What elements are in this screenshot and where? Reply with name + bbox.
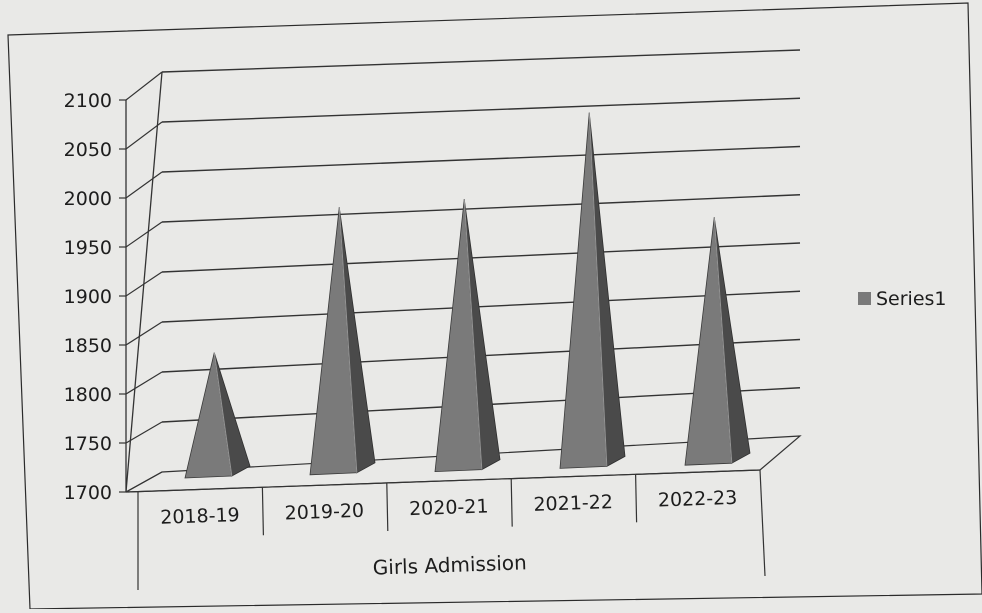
legend: Series1: [858, 288, 947, 310]
category-divider: [635, 474, 638, 523]
legend-label-series1: Series1: [876, 288, 947, 310]
bars: [184, 112, 751, 479]
back-wall-left-edge: [125, 71, 163, 493]
x-tick-label: 2020-21: [409, 495, 489, 520]
y-tick-label: 1900: [64, 286, 112, 308]
bar-2018-19: [184, 352, 251, 479]
gridline-back-1850: [161, 290, 801, 323]
gridline-back-2050: [161, 97, 801, 123]
y-tick-label: 2100: [64, 90, 112, 112]
gridline-2100: [125, 71, 163, 101]
pyramid-ridge: [463, 199, 483, 470]
category-divider: [386, 482, 389, 531]
gridline-2000: [125, 171, 163, 199]
tick-labels: 1700 1750 1800 1850 1900 1950 2000 2050 2100 2018…: [64, 90, 738, 529]
gridline-1800: [125, 371, 163, 395]
bar-2020-21: [434, 199, 501, 473]
bar-2022-23: [684, 217, 751, 466]
gridline-1750: [125, 421, 163, 444]
y-tick-label: 1800: [64, 384, 112, 406]
gridline-back-1950: [161, 194, 801, 223]
y-tick-label: 1700: [64, 482, 112, 504]
gridline-2050: [125, 121, 163, 150]
y-tick-label: 1750: [64, 433, 112, 455]
category-divider: [510, 478, 513, 527]
y-tick-label: 2050: [64, 139, 112, 161]
y-tick-label: 2000: [64, 188, 112, 210]
gridline-back-1900: [161, 242, 801, 273]
gridline-back-2100: [161, 49, 801, 73]
x-tick-label: 2019-20: [284, 500, 364, 525]
category-axis-table: [125, 469, 766, 590]
pyramid-ridge: [713, 217, 733, 464]
x-axis-title: Girls Admission: [372, 550, 527, 579]
bar-2019-20: [309, 207, 376, 476]
x-tick-label: 2018-19: [160, 504, 240, 529]
pyramid-ridge: [338, 207, 358, 473]
x-tick-label: 2022-23: [658, 487, 738, 512]
gridline-1850: [125, 321, 163, 346]
y-tick-label: 1850: [64, 335, 112, 357]
gridline-1900: [125, 271, 163, 297]
pyramid-ridge: [213, 352, 233, 477]
pyramid-ridge: [588, 112, 608, 467]
y-tick-label: 1950: [64, 237, 112, 259]
gridline-1950: [125, 221, 163, 248]
x-tick-label: 2021-22: [533, 491, 613, 516]
bar-2021-22: [559, 112, 626, 469]
legend-swatch-series1: [858, 292, 871, 305]
gridline-back-2000: [161, 145, 801, 173]
category-divider: [261, 487, 264, 536]
